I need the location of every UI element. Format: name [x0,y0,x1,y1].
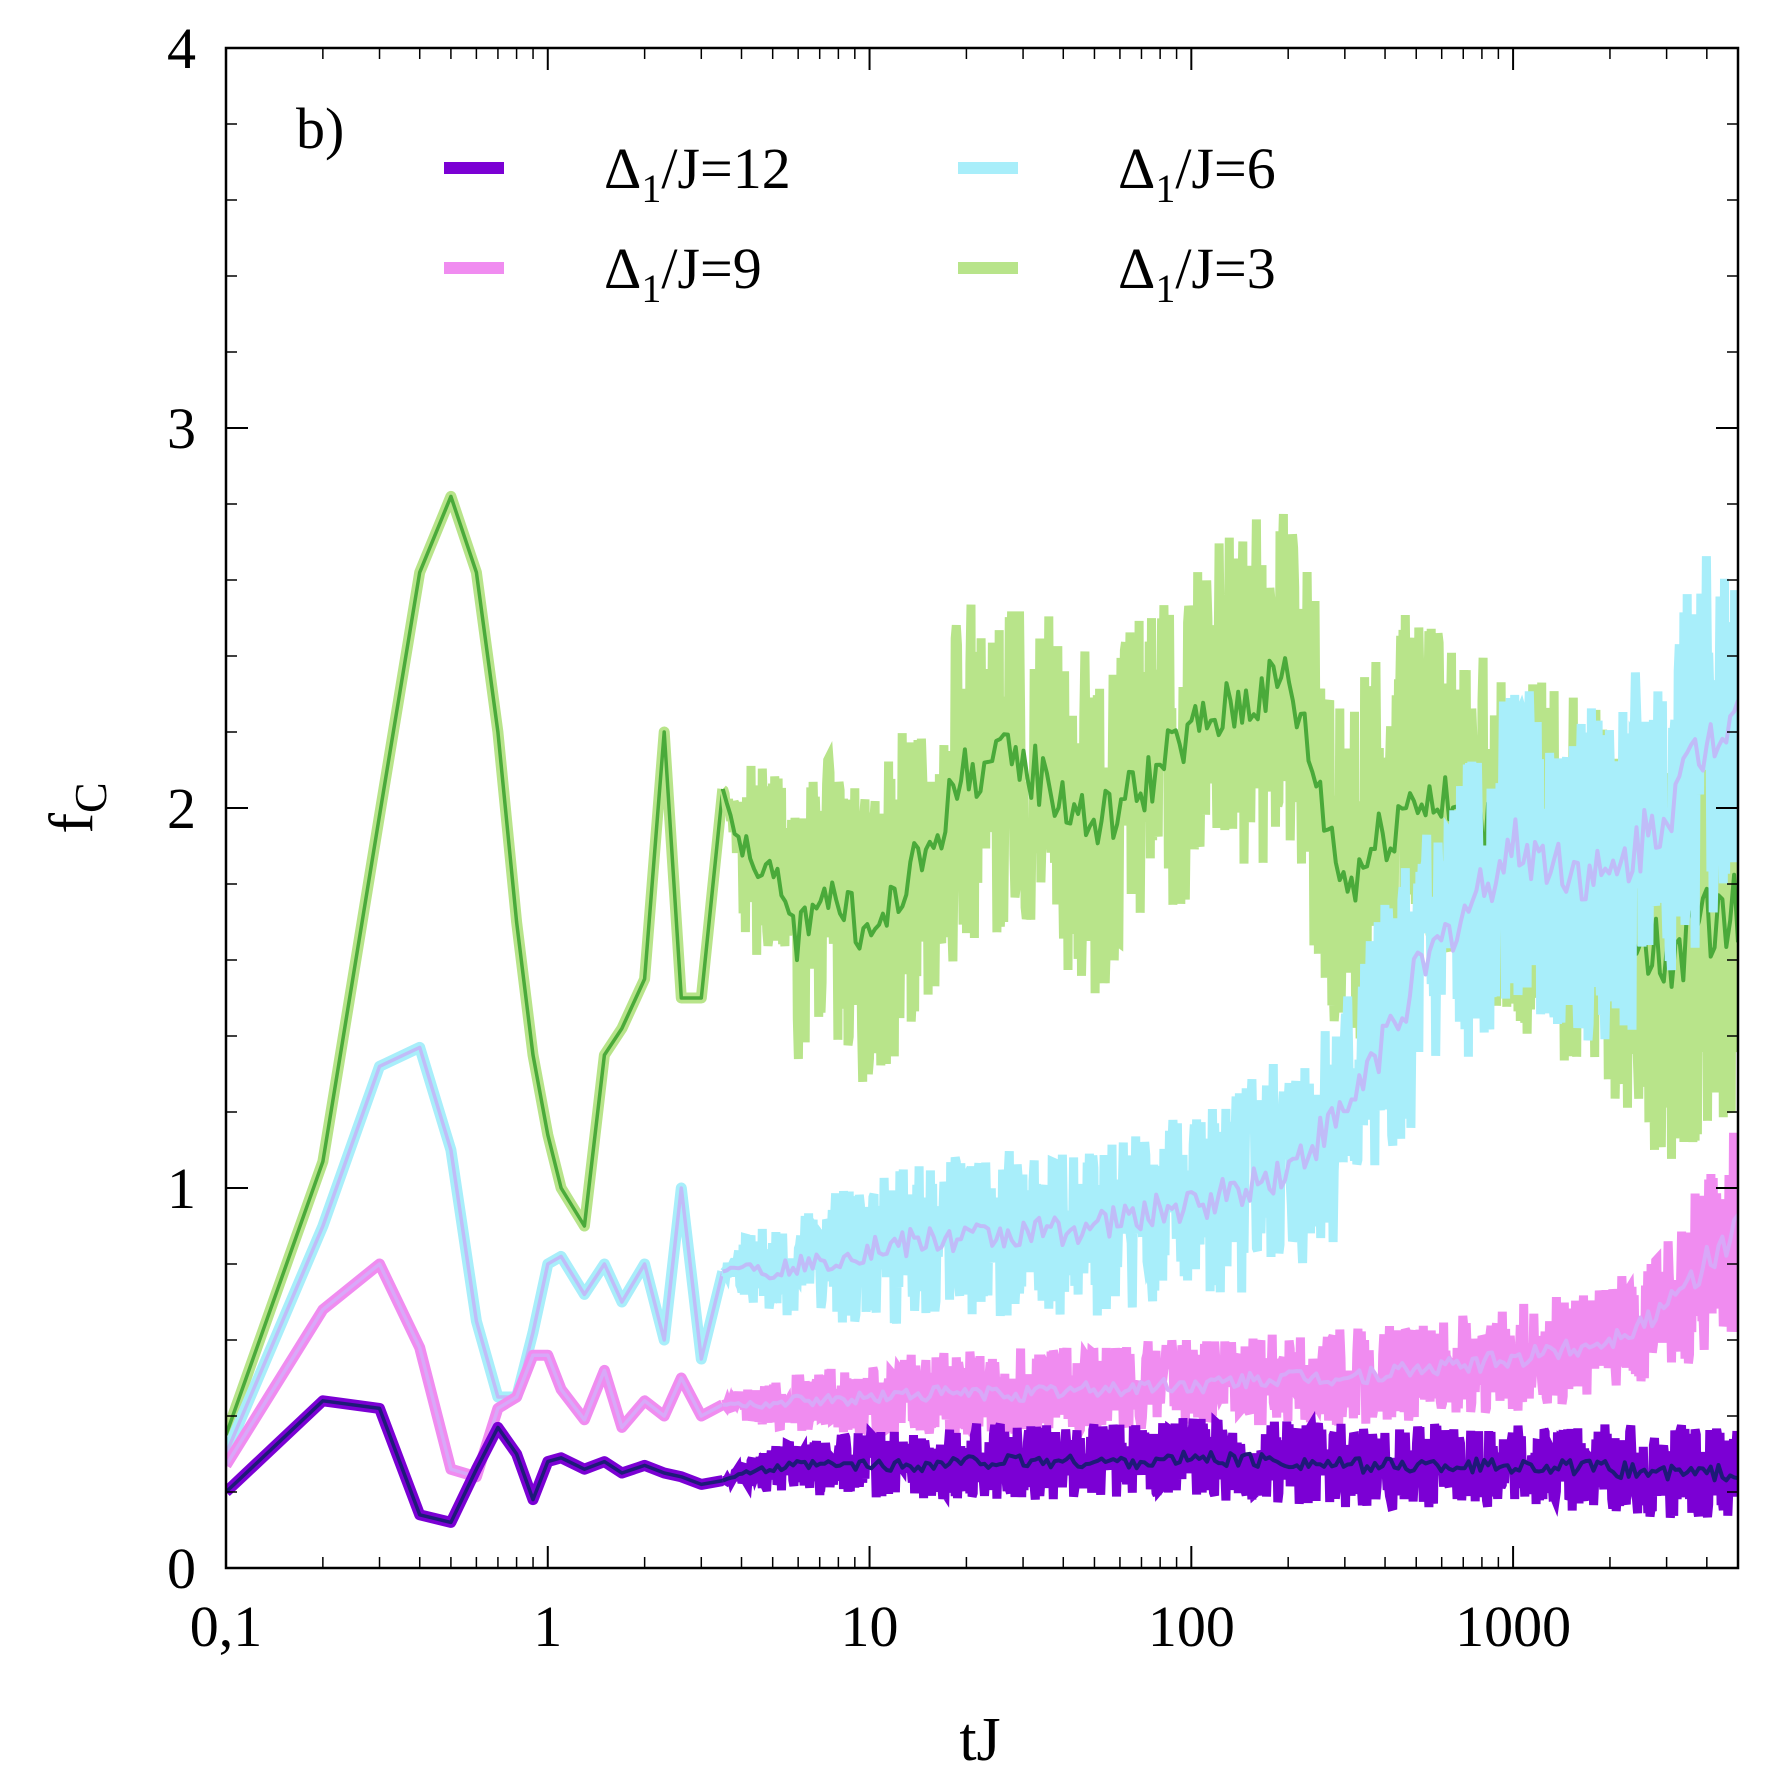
series-3 [226,556,1738,1457]
series-3-fluctuation [720,556,1738,1324]
series-4 [226,490,1738,1437]
x-tick-label: 0,1 [190,1594,263,1659]
series-4-early-core [226,494,725,1436]
legend-label: Δ1/J=3 [1118,236,1276,311]
svg-text:fC: fC [38,782,116,833]
series-3-early-core [226,1045,725,1455]
panel-label: b) [296,96,344,161]
series-1 [226,1395,1738,1528]
x-axis-title: tJ [959,1706,1000,1771]
y-tick-label: 3 [167,396,196,461]
plot-area [226,490,1738,1528]
legend-label: Δ1/J=6 [1118,136,1276,211]
y-axis-title-main: f [38,813,106,834]
y-axis-title: fC [38,782,116,833]
y-tick-label: 2 [167,776,196,841]
legend-label: Δ1/J=12 [604,136,791,211]
y-tick-label: 1 [167,1156,196,1221]
x-tick-label: 1000 [1455,1594,1571,1659]
y-tick-label: 4 [167,16,196,81]
series-1-early-core [226,1399,724,1525]
x-tick-label: 1 [533,1594,562,1659]
legend-item: Δ1/J=12 [444,136,791,211]
y-axis-title-sub: C [65,782,116,813]
y-tick-label: 0 [167,1536,196,1601]
legend: Δ1/J=12 Δ1/J=9 Δ1/J=6 Δ1/J=3 [444,136,1276,311]
legend-item: Δ1/J=3 [958,236,1276,311]
series-1-average-line [722,1449,1738,1483]
legend-item: Δ1/J=9 [444,236,762,311]
series-3-average-line [722,699,1738,1281]
legend-label: Δ1/J=9 [604,236,762,311]
series-2 [226,1132,1738,1483]
series-4-fluctuation [719,513,1738,1159]
series-2-early-core [226,1262,724,1479]
x-tick-label: 10 [841,1594,899,1659]
axis-ticks: 0,1 1 10 100 1000 0 1 2 3 4 [167,16,1739,1659]
legend-item: Δ1/J=6 [958,136,1276,211]
x-tick-label: 100 [1148,1594,1235,1659]
series-2-average-line [722,1213,1738,1410]
